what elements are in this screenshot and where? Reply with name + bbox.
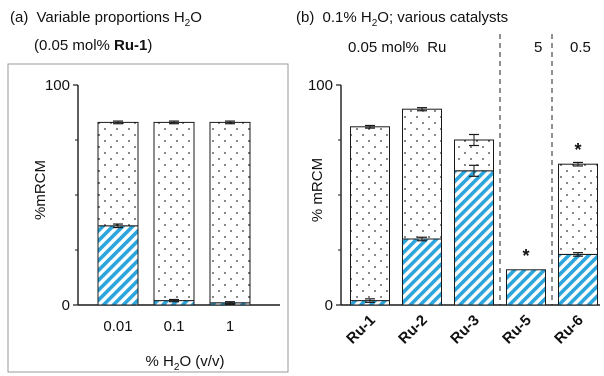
panel-a-bar-dotted-0 bbox=[97, 121, 139, 227]
panel-b-bar-dotted-0 bbox=[350, 126, 390, 302]
panel-b-bar-hatched-1 bbox=[402, 238, 442, 306]
panel-a-xlabel-part2: O (v/v) bbox=[179, 353, 224, 370]
panel-b-bar-hatched-3 bbox=[506, 269, 546, 306]
panel-a-label: (a) bbox=[10, 9, 28, 26]
panel-a-y-tick-label-1: 100 bbox=[45, 77, 70, 94]
panel-b-x-tick-label-2: Ru-3 bbox=[447, 312, 483, 348]
panel-a-x-tick-label-0: 0.01 bbox=[103, 318, 132, 335]
panel-a-title-sub: 2 bbox=[185, 18, 191, 29]
panel-a-title-part2: O bbox=[190, 9, 202, 26]
panel-b-y-tick-label-1: 100 bbox=[308, 77, 333, 94]
panel-b-annotation-1: * bbox=[574, 140, 581, 160]
panel-b-label: (b) bbox=[296, 9, 314, 26]
panel-a-subtitle-pre: (0.05 mol% bbox=[34, 37, 114, 54]
panel-a-xlabel-sub: 2 bbox=[174, 362, 180, 373]
panel-a-subtitle: (0.05 mol% Ru-1) bbox=[34, 37, 152, 54]
panel-b-title-sub: 2 bbox=[372, 18, 378, 29]
panel-b-x-tick-label-3: Ru-5 bbox=[499, 312, 535, 348]
panel-a-ylabel: %mRCM bbox=[32, 160, 49, 220]
panel-b-title-part1: 0.1% H bbox=[323, 9, 372, 26]
panel-b-group-label-3: 0.5 bbox=[570, 39, 591, 56]
panel-b-x-tick-label-4: Ru-6 bbox=[551, 312, 587, 348]
panel-a-title: (a) Variable proportions H2O bbox=[10, 9, 202, 29]
panel-a-title-part1: Variable proportions H bbox=[37, 9, 185, 26]
panel-a-bar-dotted-2 bbox=[209, 121, 251, 304]
panel-b-group-label-2: 5 bbox=[534, 39, 542, 56]
panel-b-title: (b) 0.1% H2O; various catalysts bbox=[296, 9, 508, 29]
panel-a-x-tick-label-1: 0.1 bbox=[164, 318, 185, 335]
panel-a-subtitle-post: ) bbox=[147, 37, 152, 54]
panel-b-x-tick-label-1: Ru-2 bbox=[395, 312, 431, 348]
panel-a-plot: 0 100 0.01 0.1 1 bbox=[45, 77, 280, 335]
panel-a-bar-dotted-1 bbox=[153, 121, 195, 302]
panel-a-bar-hatched-0 bbox=[97, 225, 139, 306]
panel-b-bar-hatched-4 bbox=[558, 253, 598, 306]
panel-b-annotation-0: * bbox=[522, 246, 529, 266]
panel-a-x-tick-label-2: 1 bbox=[226, 318, 234, 335]
panel-a-subtitle-catalyst: Ru-1 bbox=[114, 37, 147, 54]
panel-a-y-tick-label-0: 0 bbox=[62, 297, 70, 314]
panel-a-xlabel: % H2O (v/v) bbox=[146, 353, 225, 373]
panel-b-bar-hatched-2 bbox=[454, 170, 494, 306]
panel-b-ylabel: % mRCM bbox=[309, 158, 326, 222]
panel-b-y-tick-label-0: 0 bbox=[325, 297, 333, 314]
panel-a-xlabel-part1: % H bbox=[146, 353, 174, 370]
panel-b-x-tick-label-0: Ru-1 bbox=[343, 312, 379, 348]
panel-b-title-part2: O; various catalysts bbox=[377, 9, 508, 26]
panel-a-frame bbox=[7, 63, 289, 373]
panel-b-plot: 0 100 Ru-1 Ru-2 Ru-3 Ru-5 Ru-6 * * bbox=[308, 77, 600, 347]
panel-b-bar-dotted-4 bbox=[558, 163, 598, 255]
panel-b-bar-dotted-1 bbox=[402, 108, 442, 240]
panel-b-group-label-1: 0.05 mol% Ru bbox=[348, 39, 446, 56]
